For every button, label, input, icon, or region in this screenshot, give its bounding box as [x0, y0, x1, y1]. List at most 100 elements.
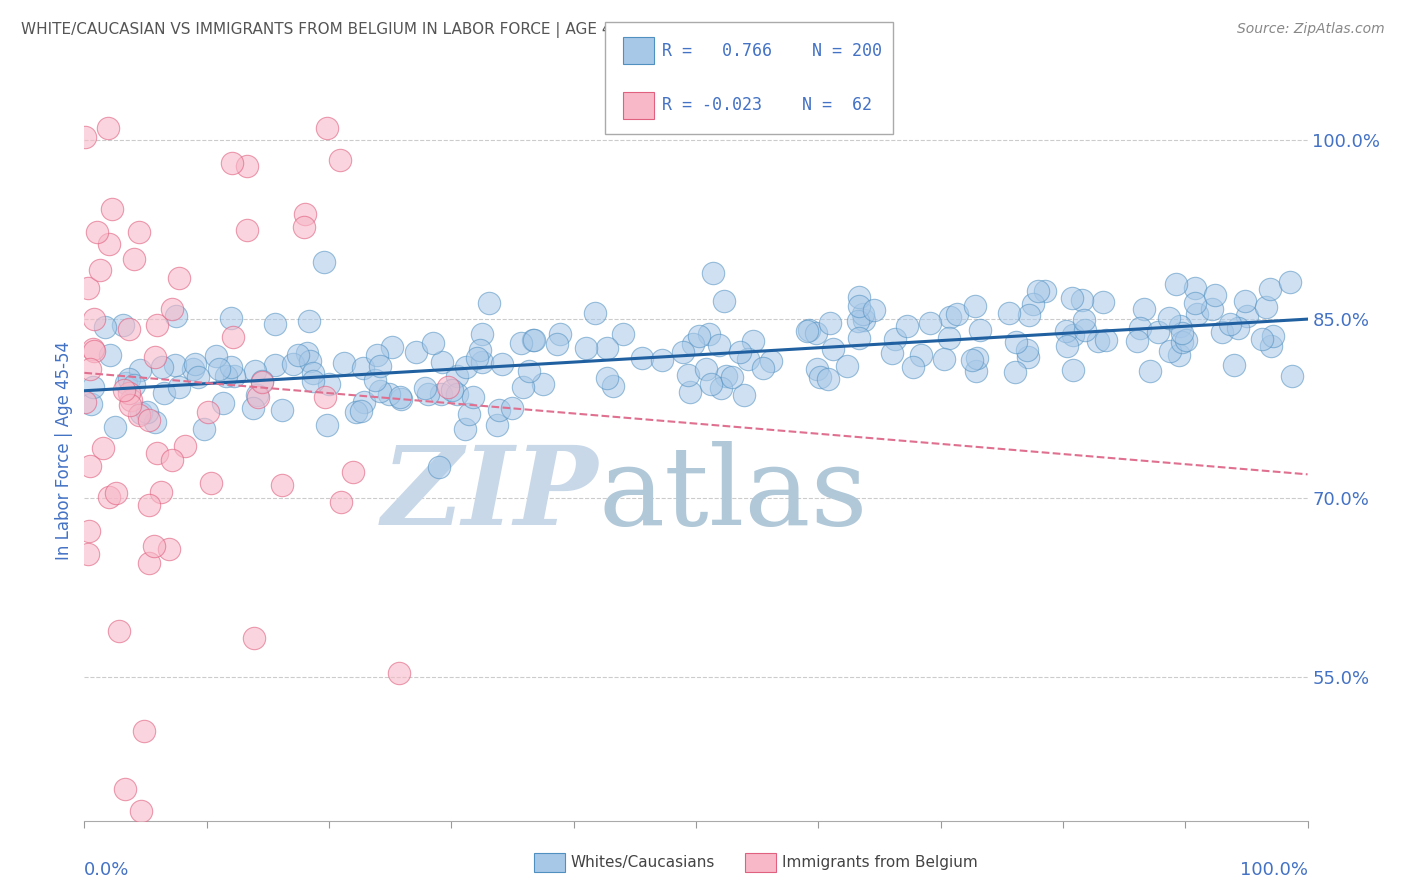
Point	[129, 804, 152, 818]
Point	[1017, 343, 1039, 357]
Point	[697, 327, 720, 342]
Point	[264, 317, 287, 331]
Point	[145, 415, 167, 429]
Point	[120, 393, 142, 408]
Point	[246, 388, 269, 402]
Point	[728, 344, 751, 359]
Text: R =   0.766    N = 200: R = 0.766 N = 200	[662, 42, 882, 60]
Point	[468, 343, 491, 357]
Point	[416, 386, 439, 401]
Point	[821, 342, 844, 356]
Point	[612, 326, 634, 341]
Point	[77, 524, 100, 538]
Point	[1159, 310, 1181, 325]
Point	[938, 331, 960, 345]
Point	[733, 388, 755, 402]
Point	[471, 326, 494, 341]
Point	[163, 358, 186, 372]
Point	[295, 346, 318, 360]
Point	[205, 349, 228, 363]
Text: WHITE/CAUCASIAN VS IMMIGRANTS FROM BELGIUM IN LABOR FORCE | AGE 45-54 CORRELATIO: WHITE/CAUCASIAN VS IMMIGRANTS FROM BELGI…	[21, 22, 815, 38]
Point	[1204, 288, 1226, 302]
Point	[679, 385, 702, 400]
Point	[108, 624, 131, 639]
Point	[128, 225, 150, 239]
Point	[808, 369, 831, 384]
Point	[413, 380, 436, 394]
Point	[1170, 319, 1192, 334]
Point	[150, 360, 173, 375]
Point	[381, 340, 404, 354]
Point	[1254, 301, 1277, 315]
Point	[896, 319, 918, 334]
Point	[212, 396, 235, 410]
Point	[818, 316, 841, 330]
Point	[1170, 326, 1192, 340]
Point	[486, 417, 509, 432]
Point	[146, 318, 169, 332]
Point	[80, 397, 103, 411]
Text: ZIP: ZIP	[381, 442, 598, 549]
Point	[846, 314, 869, 328]
Point	[114, 782, 136, 797]
Point	[918, 316, 941, 330]
Point	[169, 271, 191, 285]
Point	[93, 320, 115, 334]
Point	[454, 422, 477, 436]
Point	[796, 324, 818, 338]
Point	[145, 351, 167, 365]
Point	[575, 341, 598, 355]
Point	[523, 333, 546, 347]
Point	[1281, 368, 1303, 383]
Point	[247, 390, 270, 404]
Point	[422, 336, 444, 351]
Point	[1184, 296, 1206, 310]
Point	[1234, 294, 1257, 309]
Point	[352, 361, 374, 376]
Point	[389, 392, 412, 406]
Point	[299, 353, 322, 368]
Point	[1185, 307, 1208, 321]
Point	[243, 363, 266, 377]
Point	[522, 333, 544, 347]
Point	[330, 495, 353, 509]
Point	[501, 401, 523, 415]
Point	[215, 369, 238, 384]
Point	[817, 372, 839, 386]
Point	[236, 159, 259, 173]
Point	[546, 337, 568, 351]
Point	[128, 363, 150, 377]
Point	[132, 724, 155, 739]
Point	[1095, 333, 1118, 347]
Point	[129, 406, 152, 420]
Point	[264, 359, 287, 373]
Point	[86, 225, 108, 239]
Point	[463, 390, 485, 404]
Point	[965, 364, 987, 378]
Point	[672, 345, 695, 359]
Point	[596, 341, 619, 355]
Point	[709, 381, 731, 395]
Point	[688, 329, 710, 343]
Point	[75, 395, 97, 409]
Point	[1126, 334, 1149, 348]
Point	[138, 557, 160, 571]
Point	[702, 266, 724, 280]
Point	[104, 419, 127, 434]
Point	[184, 357, 207, 371]
Point	[997, 306, 1019, 320]
Point	[742, 334, 765, 348]
Point	[752, 360, 775, 375]
Point	[1062, 328, 1084, 343]
Point	[115, 376, 138, 391]
Point	[353, 395, 375, 409]
Text: Whites/Caucasians: Whites/Caucasians	[571, 855, 716, 870]
Point	[1166, 277, 1188, 291]
Point	[208, 362, 231, 376]
Point	[150, 484, 173, 499]
Point	[737, 351, 759, 366]
Point	[98, 348, 121, 362]
Point	[82, 380, 104, 394]
Point	[100, 202, 122, 217]
Point	[242, 401, 264, 415]
